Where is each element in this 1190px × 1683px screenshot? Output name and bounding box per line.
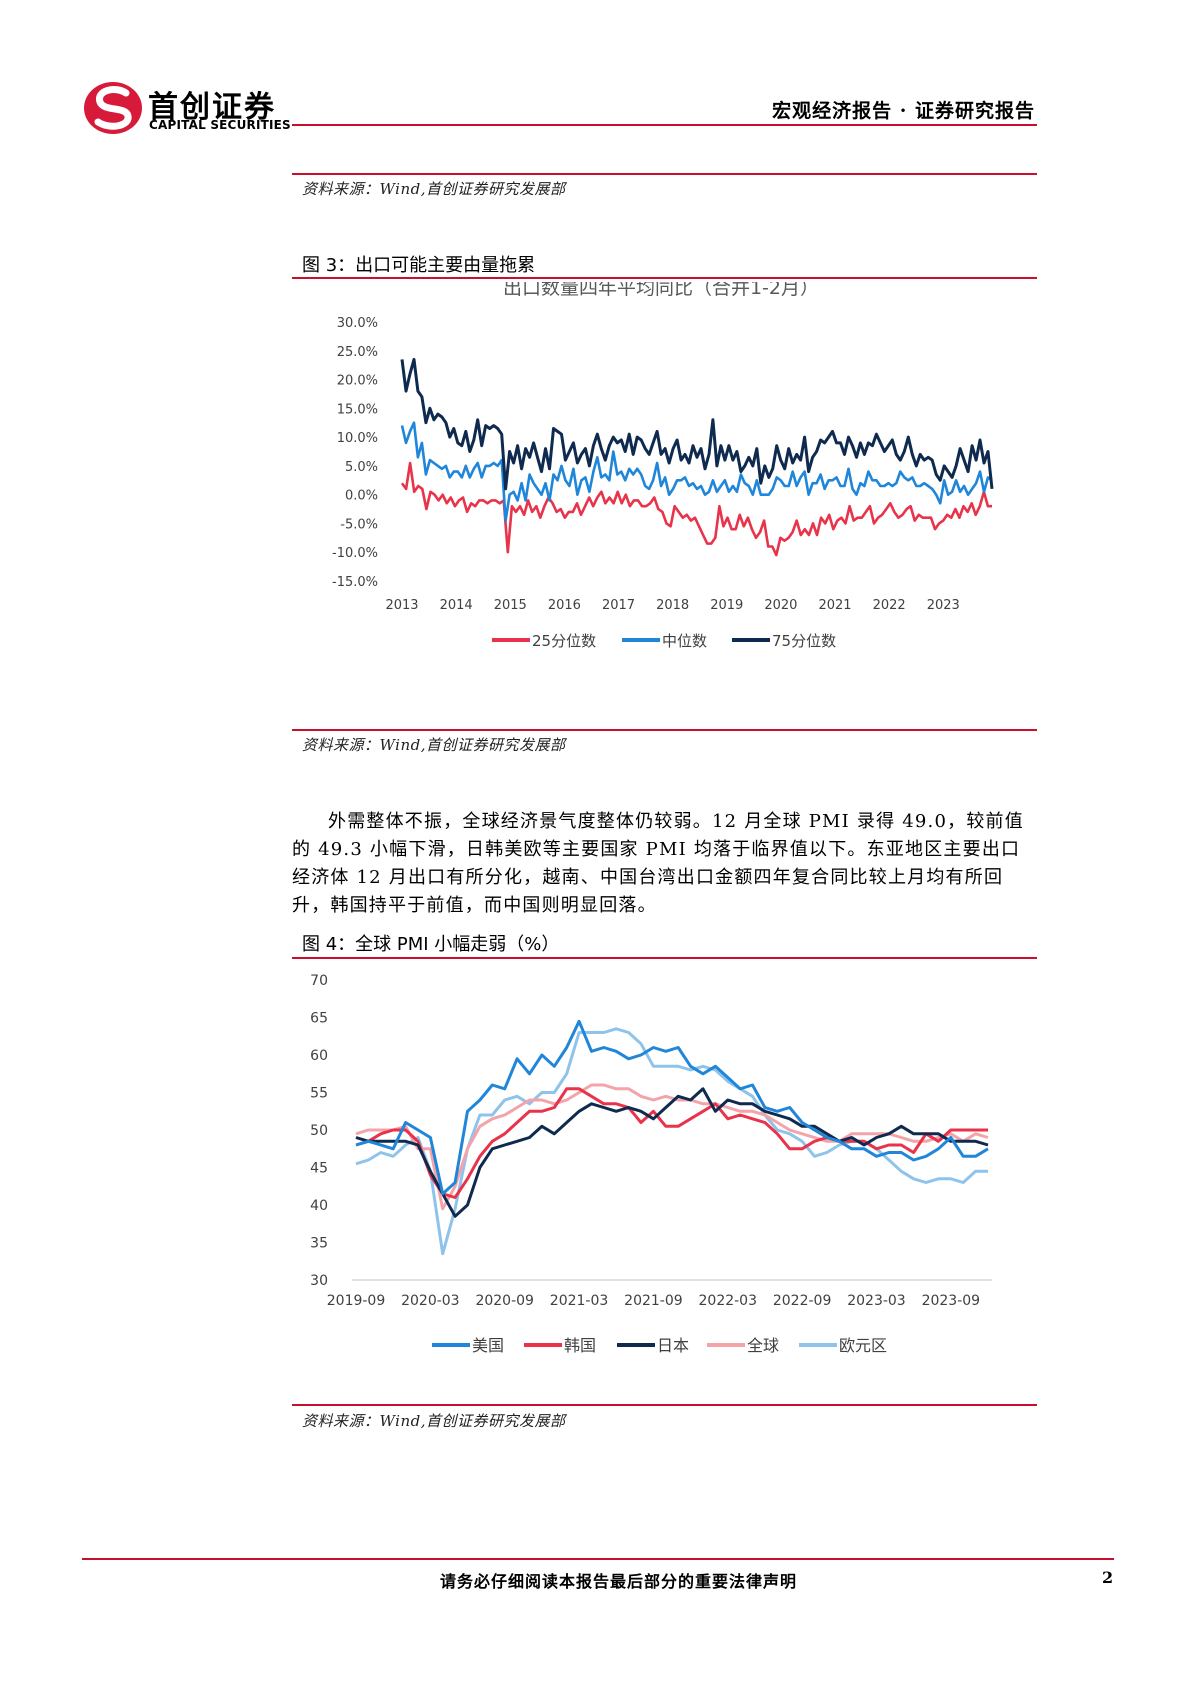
chart2-x-tick-label: 2019-09: [327, 1293, 386, 1309]
chart1-y-tick-label: 30.0%: [337, 316, 378, 331]
chart1-x-tick-label: 2023: [927, 598, 960, 613]
chart1-x-tick-label: 2014: [440, 598, 473, 613]
chart2-x-tick-label: 2021-09: [624, 1293, 683, 1309]
chart2-y-tick-label: 35: [310, 1236, 328, 1252]
chart1-x-tick-label: 2015: [494, 598, 527, 613]
chart2-y-tick-label: 65: [310, 1011, 328, 1027]
chart2-y-tick-label: 40: [310, 1198, 328, 1214]
source-note-top: 资料来源：Wind,首创证券研究发展部: [302, 180, 566, 198]
chart1-y-tick-label: 20.0%: [337, 374, 378, 389]
chart1-y-tick-label: -15.0%: [332, 575, 378, 590]
chart1-series-line: [400, 461, 992, 557]
chart2-x-tick-label: 2021-03: [550, 1293, 609, 1309]
figure4-source: 资料来源：Wind,首创证券研究发展部: [302, 1412, 566, 1430]
chart2-legend-label: 美国: [472, 1336, 504, 1355]
source-top-rule: [292, 173, 1037, 175]
figure3-title: 图 3：出口可能主要由量拖累: [302, 255, 536, 276]
chart1-x-tick-label: 2016: [548, 598, 581, 613]
chart1-y-tick-label: 0.0%: [345, 489, 378, 504]
report-type: 宏观经济报告 · 证券研究报告: [772, 100, 1035, 122]
footer-disclaimer: 请务必仔细阅读本报告最后部分的重要法律声明: [440, 1572, 798, 1591]
chart1-title: 出口数量四年平均同比（合并1-2月）: [503, 282, 819, 299]
chart2-y-tick-label: 30: [310, 1273, 328, 1289]
chart1-series-line: [400, 421, 993, 522]
chart1-x-tick-label: 2018: [656, 598, 689, 613]
chart2-x-tick-label: 2022-09: [773, 1293, 832, 1309]
chart1-y-tick-label: 5.0%: [345, 460, 378, 475]
chart2-y-tick-label: 50: [310, 1123, 328, 1139]
chart2-legend-label: 欧元区: [839, 1336, 887, 1355]
chart1-legend-label: 25分位数: [532, 632, 596, 650]
figure4-title: 图 4：全球 PMI 小幅走弱（%）: [302, 934, 560, 955]
chart1-legend-label: 中位数: [662, 632, 707, 650]
chart1-y-tick-label: -5.0%: [340, 517, 378, 532]
chart1-x-tick-label: 2021: [818, 598, 851, 613]
chart2-x-tick-label: 2023-09: [922, 1293, 981, 1309]
figure3-source: 资料来源：Wind,首创证券研究发展部: [302, 736, 566, 754]
chart2-legend-label: 日本: [657, 1336, 689, 1355]
chart1-y-tick-label: -10.0%: [332, 546, 378, 561]
chart1-x-tick-label: 2022: [873, 598, 906, 613]
chart1-series-line: [400, 357, 994, 491]
chart2-y-tick-label: 70: [310, 973, 328, 989]
company-logo: 首创证券 CAPITAL SECURITIES: [82, 78, 297, 138]
figure3-title-rule: [292, 277, 1037, 279]
body-paragraph: 外需整体不振，全球经济景气度整体仍较弱。12 月全球 PMI 录得 49.0，较…: [292, 811, 1024, 916]
logo-chinese-name: 首创证券: [148, 90, 276, 125]
chart2-series-line: [355, 1019, 989, 1196]
chart2-x-tick-label: 2020-09: [475, 1293, 534, 1309]
chart2-series-line: [355, 1087, 989, 1218]
chart2-legend-label: 韩国: [564, 1336, 596, 1355]
figure4-title-rule: [292, 957, 1037, 959]
chart2-series-line: [355, 1083, 989, 1211]
figure4-chart: 70 65 60 55 50 45 40 35 30 2019-09 2020-03 2020-09 2…: [310, 973, 992, 1355]
chart1-x-tick-label: 2013: [385, 598, 418, 613]
chart2-x-tick-label: 2020-03: [401, 1293, 460, 1309]
figure4-source-rule: [292, 1404, 1037, 1406]
header-rule: [292, 124, 1037, 126]
logo-mark-icon: [84, 82, 142, 134]
chart1-x-tick-label: 2020: [764, 598, 797, 613]
chart1-x-tick-label: 2019: [710, 598, 743, 613]
page-number: 2: [1102, 1568, 1115, 1587]
footer-rule: [82, 1558, 1114, 1560]
chart2-x-tick-label: 2022-03: [699, 1293, 758, 1309]
chart1-y-tick-label: 10.0%: [337, 431, 378, 446]
chart2-series-line: [355, 1027, 988, 1256]
chart2-series-line: [355, 1087, 988, 1199]
chart2-y-tick-label: 55: [310, 1086, 328, 1102]
chart1-legend-label: 75分位数: [772, 632, 836, 650]
chart2-x-tick-label: 2023-03: [847, 1293, 906, 1309]
logo-english-name: CAPITAL SECURITIES: [149, 118, 291, 132]
figure3-source-rule: [292, 729, 1037, 731]
chart1-y-tick-label: 15.0%: [337, 402, 378, 417]
figure3-chart: 出口数量四年平均同比（合并1-2月） 30.0% 25.0% 20.0% 15.0% 10…: [332, 282, 994, 650]
chart2-legend-label: 全球: [747, 1336, 779, 1355]
chart1-x-tick-label: 2017: [602, 598, 635, 613]
chart2-y-tick-label: 45: [310, 1161, 328, 1177]
chart1-y-tick-label: 25.0%: [337, 345, 378, 360]
chart2-y-tick-label: 60: [310, 1048, 328, 1064]
